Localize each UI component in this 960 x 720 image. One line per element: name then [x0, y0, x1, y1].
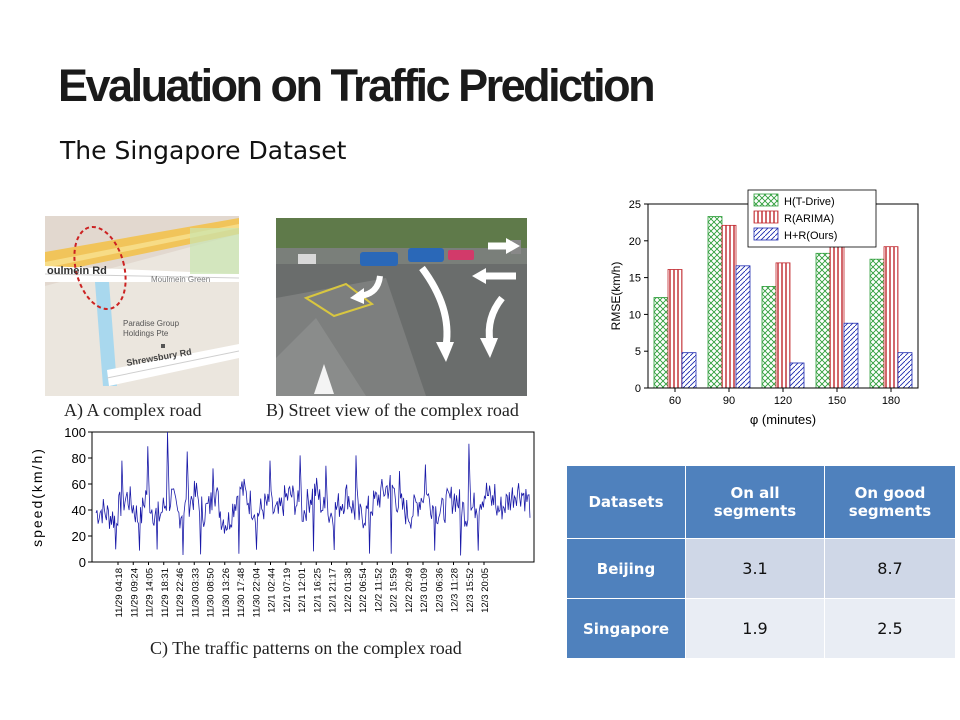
- x-axis-label: φ (minutes): [750, 412, 816, 427]
- header-datasets: Datasets: [566, 465, 686, 539]
- y-tick-label: 10: [629, 309, 641, 321]
- speed-x-tick-label: 11/30 13:26: [221, 568, 232, 617]
- legend-swatch-2: [753, 210, 779, 224]
- speed-x-tick-label: 12/2 06:54: [358, 568, 369, 613]
- row-singapore-all: 1.9: [685, 598, 825, 659]
- x-tick-label: 150: [828, 395, 846, 407]
- speed-y-tick-label: 100: [64, 425, 86, 440]
- speed-y-tick-label: 60: [72, 477, 86, 492]
- speed-x-tick-label: 12/3 11:28: [450, 568, 461, 612]
- speed-y-axis-label: speed(km/h): [29, 447, 45, 547]
- speed-x-tick-label: 12/3 06:36: [434, 568, 445, 613]
- slide-subtitle: The Singapore Dataset: [60, 136, 347, 165]
- speed-x-tick-label: 11/29 18:31: [160, 568, 171, 617]
- header-all-segments: On all segments: [685, 465, 825, 539]
- speed-y-tick-label: 80: [72, 451, 86, 466]
- row-beijing-all: 3.1: [685, 538, 825, 599]
- table-header-row: Datasets On all segments On good segment…: [566, 465, 956, 539]
- map-green-label: Moulmein Green: [151, 275, 210, 284]
- speed-x-tick-label: 11/30 22:04: [251, 568, 262, 617]
- speed-x-tick-label: 12/2 20:49: [404, 568, 415, 613]
- street-view-figure: [276, 218, 527, 396]
- bar-3-90: [735, 265, 751, 389]
- y-axis-label: RMSE(km/h): [609, 262, 623, 331]
- speed-x-tick-label: 11/29 04:18: [114, 568, 125, 617]
- row-singapore-label: Singapore: [566, 598, 686, 659]
- speed-x-tick-label: 12/2 15:59: [389, 568, 400, 613]
- x-tick-label: 60: [669, 395, 681, 407]
- map-group-label-1: Paradise Group: [123, 319, 180, 328]
- speed-x-tick-label: 12/1 02:44: [267, 568, 278, 613]
- table-row: Singapore 1.9 2.5: [566, 598, 956, 659]
- map-figure: oulmein Rd Moulmein Green Paradise Group…: [45, 216, 239, 396]
- bar-3-150: [843, 322, 859, 389]
- caption-b: B) Street view of the complex road: [266, 400, 519, 420]
- rmse-bar-chart: 0 5 10 15 20 25 RMSE(km/h) 60 90 120 150 180 φ (minu…: [609, 189, 919, 427]
- map-group-label-2: Holdings Pte: [123, 329, 169, 338]
- slide-title: Evaluation on Traffic Prediction: [58, 60, 656, 111]
- bar-3-60: [681, 352, 697, 389]
- bar-1-150: [815, 252, 831, 389]
- speed-x-tick-label: 12/1 16:25: [312, 568, 323, 613]
- header-good-segments: On good segments: [824, 465, 956, 539]
- results-table: Datasets On all segments On good segment…: [566, 465, 956, 659]
- speed-y-tick-label: 20: [72, 529, 86, 544]
- speed-y-tick-label: 40: [72, 503, 86, 518]
- speed-x-tick-label: 11/29 09:24: [129, 568, 140, 617]
- speed-x-tick-label: 11/30 17:48: [236, 568, 247, 617]
- speed-x-tick-label: 11/30 08:50: [206, 568, 217, 617]
- legend-swatch-3: [753, 227, 779, 241]
- speed-x-tick-label: 12/1 07:19: [282, 568, 293, 613]
- bar-2-120: [775, 262, 791, 389]
- speed-x-tick-label: 12/3 20:05: [480, 568, 491, 613]
- bar-1-60: [653, 297, 669, 389]
- row-singapore-good: 2.5: [824, 598, 956, 659]
- x-tick-label: 180: [882, 395, 900, 407]
- speed-x-tick-label: 12/3 15:52: [465, 568, 476, 613]
- speed-x-tick-label: 11/29 14:05: [145, 568, 156, 617]
- row-beijing-good: 8.7: [824, 538, 956, 599]
- legend-label-1: H(T-Drive): [784, 196, 835, 208]
- speed-x-tick-label: 12/2 01:38: [343, 568, 354, 613]
- bar-1-120: [761, 286, 777, 389]
- y-tick-label: 0: [635, 383, 641, 395]
- bar-1-90: [707, 216, 723, 389]
- bar-1-180: [869, 258, 885, 389]
- speed-x-tick-label: 12/1 21:17: [328, 568, 339, 613]
- caption-c: C) The traffic patterns on the complex r…: [150, 638, 462, 658]
- legend-swatch-1: [753, 193, 779, 207]
- legend-label-2: R(ARIMA): [784, 213, 834, 225]
- speed-line-chart: 0 20 40 60 80 100 speed(km/h) 11/29 04:18 11/29 …: [29, 425, 535, 617]
- y-tick-label: 5: [635, 346, 641, 358]
- legend-label-3: H+R(Ours): [784, 230, 837, 242]
- bar-3-180: [897, 352, 913, 389]
- y-tick-label: 25: [629, 199, 641, 211]
- speed-plot-frame: [91, 431, 535, 563]
- speed-x-tick-label: 11/30 03:33: [190, 568, 201, 617]
- x-tick-label: 90: [723, 395, 735, 407]
- speed-series-line: [95, 431, 531, 556]
- speed-y-tick-label: 0: [79, 555, 86, 570]
- bar-2-180: [883, 246, 899, 389]
- table-row: Beijing 3.1 8.7: [566, 538, 956, 599]
- row-beijing-label: Beijing: [566, 538, 686, 599]
- bar-2-90: [721, 224, 737, 389]
- caption-a: A) A complex road: [64, 400, 202, 420]
- x-tick-label: 120: [774, 395, 792, 407]
- map-road-label-1: oulmein Rd: [47, 265, 107, 277]
- bar-2-150: [829, 243, 845, 389]
- speed-x-tick-label: 12/3 01:09: [419, 568, 430, 613]
- bar-2-60: [667, 269, 683, 389]
- speed-x-tick-label: 12/1 12:01: [297, 568, 308, 613]
- y-tick-label: 20: [629, 236, 641, 248]
- speed-x-tick-label: 11/29 22:46: [175, 568, 186, 617]
- bar-3-120: [789, 362, 805, 389]
- speed-x-tick-label: 12/2 11:52: [373, 568, 384, 612]
- y-tick-label: 15: [629, 273, 641, 285]
